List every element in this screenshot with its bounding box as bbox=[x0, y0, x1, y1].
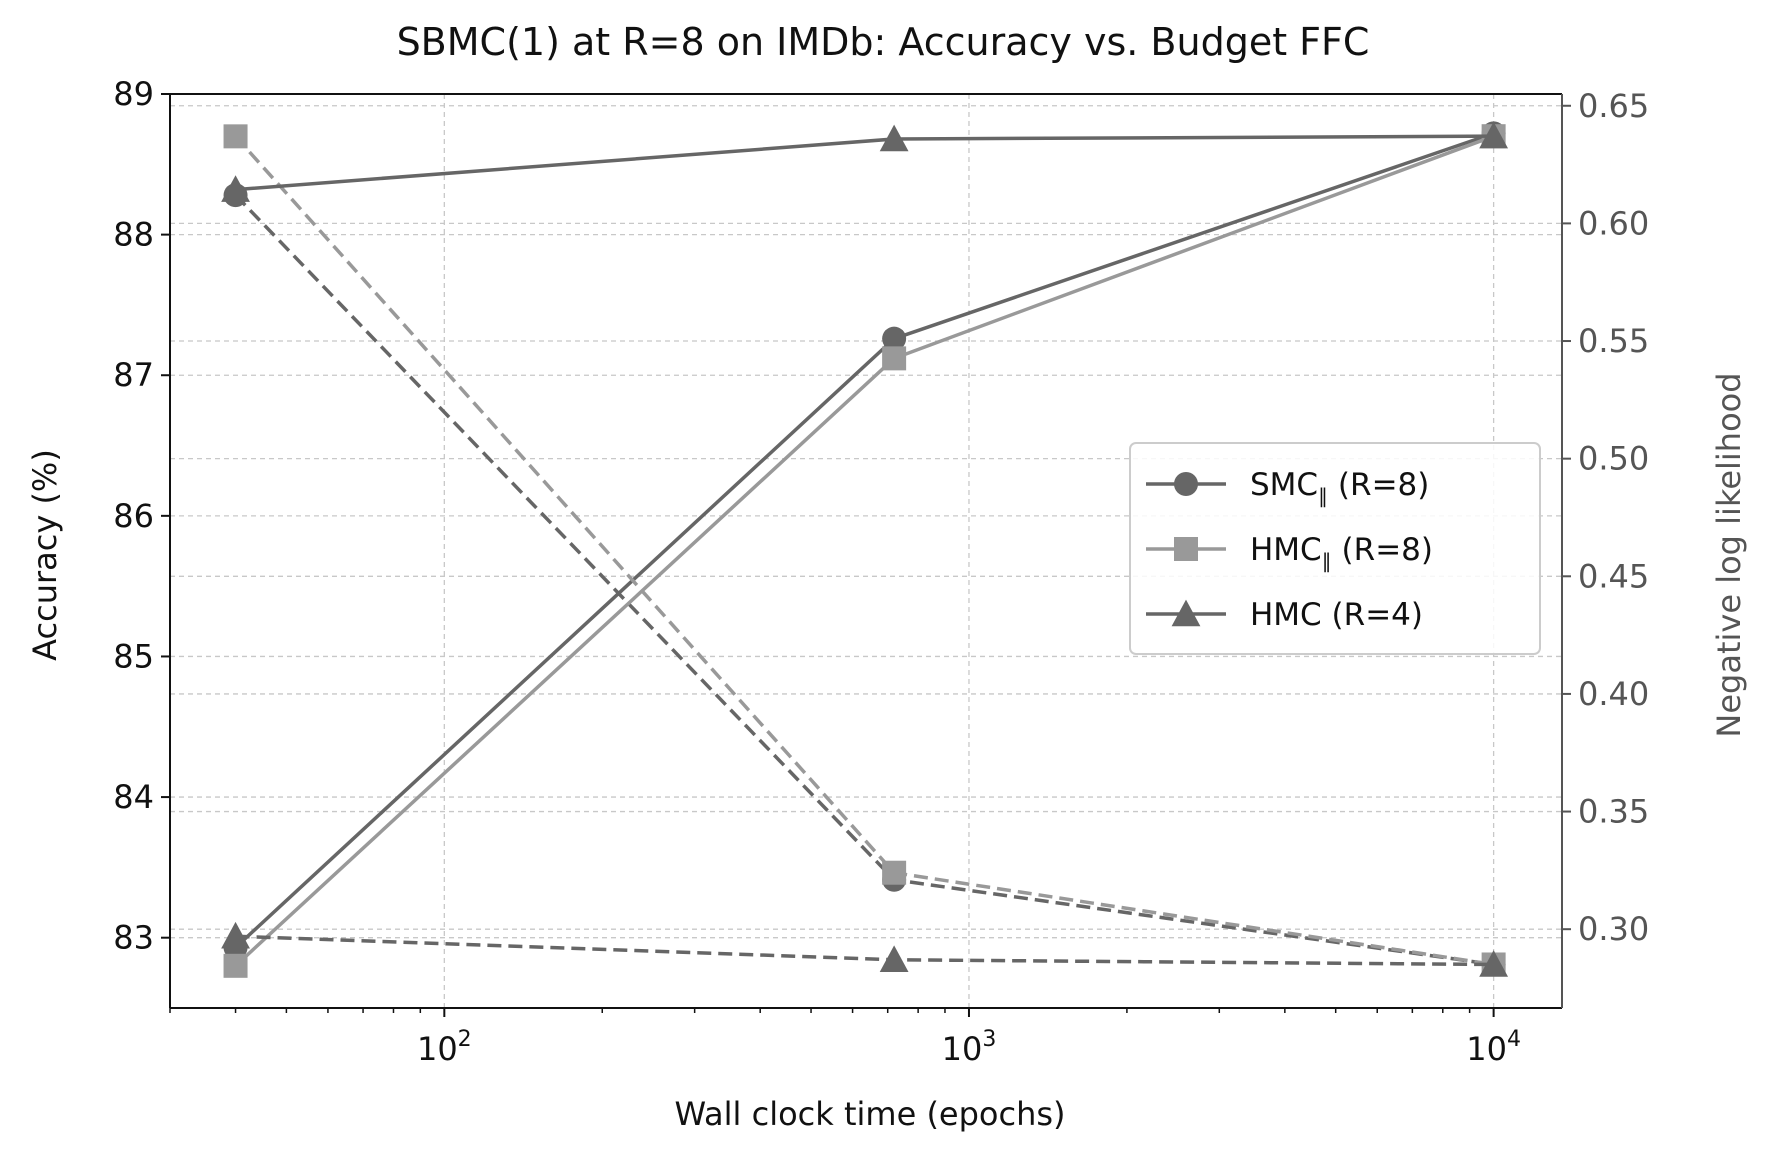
nll-line bbox=[235, 934, 1494, 967]
x-tick-label: 104 bbox=[1466, 1027, 1521, 1068]
y2-tick-label: 0.55 bbox=[1578, 322, 1649, 360]
x-tick-label: 103 bbox=[942, 1027, 997, 1068]
x-tick-exponent: 4 bbox=[1507, 1027, 1521, 1052]
data-point-square bbox=[223, 953, 248, 978]
data-point-square bbox=[1174, 537, 1198, 561]
legend-label-main: SMC bbox=[1250, 467, 1318, 503]
data-point-square bbox=[882, 346, 907, 371]
y-tick-label: 89 bbox=[113, 75, 154, 113]
legend-label: HMC (R=4) bbox=[1250, 597, 1423, 633]
legend-label-main: HMC bbox=[1250, 532, 1322, 568]
legend-label-rest: (R=8) bbox=[1328, 467, 1429, 503]
y-tick-label: 85 bbox=[113, 637, 154, 675]
x-tick-base: 10 bbox=[942, 1030, 983, 1068]
legend-box bbox=[1129, 442, 1541, 655]
data-point-circle bbox=[1174, 472, 1198, 496]
y-tick-label: 88 bbox=[113, 216, 154, 254]
y2-tick-label: 0.45 bbox=[1578, 557, 1649, 595]
data-point-triangle bbox=[1479, 121, 1509, 149]
y2-tick-label: 0.30 bbox=[1578, 910, 1649, 948]
legend-label-subscript: ∥ bbox=[1318, 484, 1328, 508]
legend-label: HMC∥ (R=8) bbox=[1250, 532, 1433, 573]
y2-tick-label: 0.40 bbox=[1578, 675, 1649, 713]
data-point-square bbox=[223, 124, 248, 149]
data-point-triangle bbox=[879, 124, 909, 152]
y2-tick-label: 0.65 bbox=[1578, 87, 1649, 125]
data-point-triangle bbox=[221, 175, 250, 202]
legend: SMC∥ (R=8)HMC∥ (R=8)HMC (R=4) bbox=[1129, 442, 1541, 655]
data-point-triangle bbox=[221, 921, 250, 949]
legend-label: SMC∥ (R=8) bbox=[1250, 467, 1429, 508]
x-tick-base: 10 bbox=[1466, 1030, 1507, 1068]
x-tick-exponent: 2 bbox=[458, 1027, 472, 1052]
data-point-triangle bbox=[879, 945, 909, 973]
data-point-square bbox=[882, 860, 907, 885]
chart-title: SBMC(1) at R=8 on IMDb: Accuracy vs. Bud… bbox=[397, 20, 1370, 64]
series-layer bbox=[221, 121, 1509, 978]
data-point-circle bbox=[882, 326, 907, 351]
accuracy-line bbox=[235, 134, 1494, 192]
y2-tick-label: 0.50 bbox=[1578, 440, 1649, 478]
y2-tick-label: 0.60 bbox=[1578, 204, 1649, 242]
legend-label-subscript: ∥ bbox=[1322, 549, 1332, 573]
y-axis-label-left: Accuracy (%) bbox=[26, 449, 64, 661]
y-tick-label: 83 bbox=[113, 919, 154, 957]
legend-label-main: HMC (R=4) bbox=[1250, 597, 1423, 633]
x-tick-label: 102 bbox=[417, 1027, 472, 1068]
data-point-triangle bbox=[1171, 599, 1201, 627]
y-tick-label: 87 bbox=[113, 356, 154, 394]
axes: 83 84 85 86 87 88 89 0.30 0.35 0.40 0.45 0.50 0.55 0.… bbox=[113, 75, 1649, 1068]
x-axis-label: Wall clock time (epochs) bbox=[674, 1095, 1065, 1133]
legend-label-rest: (R=8) bbox=[1332, 532, 1433, 568]
x-tick-exponent: 3 bbox=[982, 1027, 996, 1052]
x-tick-base: 10 bbox=[417, 1030, 458, 1068]
y-tick-label: 86 bbox=[113, 497, 154, 535]
y-axis-label-right: Negative log likelihood bbox=[1710, 372, 1748, 737]
data-point-triangle bbox=[1479, 950, 1509, 977]
y-tick-label: 84 bbox=[113, 778, 154, 816]
y2-tick-label: 0.35 bbox=[1578, 793, 1649, 831]
